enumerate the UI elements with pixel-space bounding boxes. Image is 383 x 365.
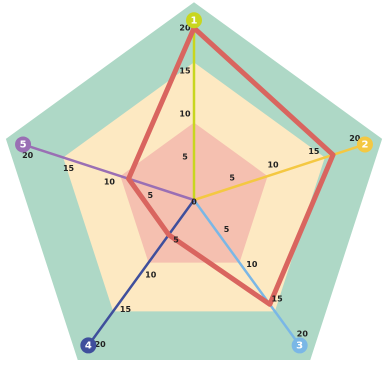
tick-label-axis1-20: 20 xyxy=(179,24,191,33)
tick-label-axis4-5: 5 xyxy=(173,236,179,245)
axis-line-5 xyxy=(30,145,195,202)
series-1-polygon xyxy=(126,25,336,307)
axis-badge-label-4: 4 xyxy=(85,340,92,351)
tick-label-axis3-10: 10 xyxy=(246,260,258,269)
tick-label-axis4-10: 10 xyxy=(145,270,157,279)
tick-label-axis4-20: 20 xyxy=(95,340,107,349)
tick-label-axis1-0: 0 xyxy=(191,198,197,207)
tick-label-axis2-10: 10 xyxy=(267,160,279,169)
axis-badge-5 xyxy=(15,136,32,153)
tick-label-axis5-15: 15 xyxy=(63,164,75,173)
tick-label-axis5-5: 5 xyxy=(148,191,154,200)
series-layer xyxy=(126,25,336,307)
axis-lines xyxy=(30,28,358,340)
tick-label-axis5-10: 10 xyxy=(104,177,116,186)
tick-label-axis3-20: 20 xyxy=(297,329,309,338)
tick-label-axis2-15: 15 xyxy=(308,147,320,156)
axis-badge-label-1: 1 xyxy=(191,15,198,26)
axis-badge-3 xyxy=(291,337,308,354)
tick-label-axis3-15: 15 xyxy=(272,295,284,304)
axis-badge-4 xyxy=(80,337,97,354)
tick-label-axis3-5: 5 xyxy=(224,225,230,234)
axis-badge-label-5: 5 xyxy=(20,139,27,150)
axis-badge-label-3: 3 xyxy=(296,340,303,351)
tick-label-axis4-15: 15 xyxy=(120,305,132,314)
tick-label-axis2-20: 20 xyxy=(349,134,361,143)
tick-label-axis1-15: 15 xyxy=(179,67,191,76)
axis-line-3 xyxy=(192,199,297,340)
tick-label-axis1-10: 10 xyxy=(179,110,191,119)
axis-badges: 1 2 3 4 5 xyxy=(15,12,373,354)
tick-label-axis5-20: 20 xyxy=(22,151,34,160)
axis-badge-label-2: 2 xyxy=(361,139,368,150)
axis-line-4 xyxy=(91,199,196,340)
axis-badge-1 xyxy=(186,12,202,29)
tick-label-axis2-5: 5 xyxy=(229,174,235,183)
tick-label-axis1-5: 5 xyxy=(182,153,188,162)
axis-badge-2 xyxy=(356,136,373,153)
